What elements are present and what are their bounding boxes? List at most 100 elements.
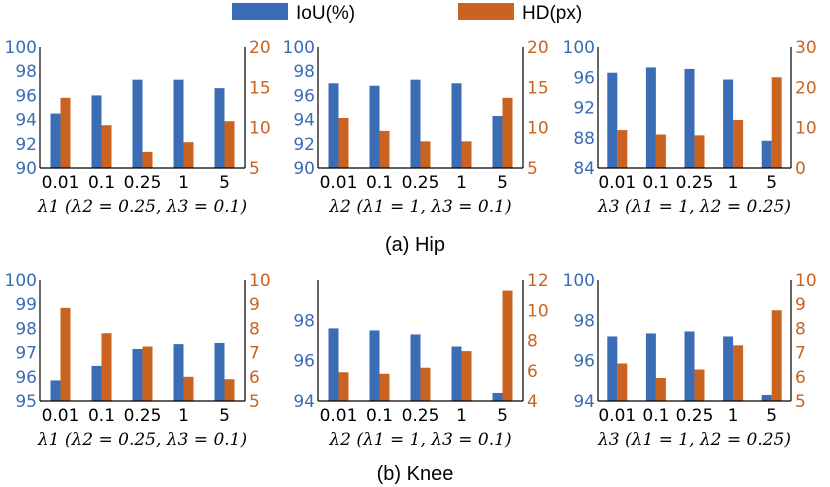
y-tick-label-right: 10 bbox=[795, 271, 817, 291]
x-tick-label: 5 bbox=[219, 406, 230, 426]
bar-iou bbox=[50, 113, 61, 168]
bar-hd bbox=[617, 363, 628, 401]
y-tick-label-right: 12 bbox=[527, 271, 549, 291]
x-tick-label: 0.1 bbox=[88, 406, 115, 426]
x-tick-label: 0.1 bbox=[88, 173, 115, 193]
bar-hd bbox=[224, 379, 235, 401]
y-tick-label-left: 96 bbox=[573, 352, 595, 372]
y-tick-label-right: 6 bbox=[527, 362, 538, 382]
y-tick-label-right: 7 bbox=[795, 344, 806, 364]
y-tick-label-left: 92 bbox=[15, 135, 37, 155]
bar-iou bbox=[410, 79, 421, 168]
x-tick-label: 0.01 bbox=[320, 173, 358, 193]
bar-hd bbox=[101, 125, 112, 168]
bar-hd bbox=[771, 310, 782, 401]
x-tick-label: 1 bbox=[178, 406, 189, 426]
bar-hd bbox=[733, 120, 744, 168]
bar-iou bbox=[607, 72, 618, 168]
y-tick-label-right: 4 bbox=[527, 392, 538, 412]
x-tick-label: 0.25 bbox=[402, 406, 440, 426]
x-tick-label: 0.25 bbox=[676, 173, 714, 193]
x-tick-label: 1 bbox=[728, 406, 739, 426]
bar-iou bbox=[173, 79, 184, 168]
x-tick-label: 0.25 bbox=[676, 406, 714, 426]
bar-hd bbox=[420, 367, 431, 401]
y-tick-label-left: 94 bbox=[15, 111, 37, 131]
y-tick-label-right: 5 bbox=[795, 392, 806, 412]
bar-iou bbox=[91, 365, 102, 401]
y-tick-label-left: 95 bbox=[15, 392, 37, 412]
y-tick-label-left: 98 bbox=[15, 319, 37, 339]
bar-hd bbox=[379, 373, 390, 401]
y-tick-label-right: 20 bbox=[527, 38, 549, 58]
x-tick-label: 5 bbox=[766, 406, 777, 426]
legend-swatch-iou bbox=[232, 3, 288, 20]
x-tick-label: 0.25 bbox=[124, 406, 162, 426]
y-tick-label-left: 96 bbox=[573, 68, 595, 88]
bar-iou bbox=[91, 95, 102, 168]
y-tick-label-left: 94 bbox=[293, 392, 315, 412]
y-tick-label-left: 100 bbox=[5, 38, 37, 58]
y-tick-label-right: 30 bbox=[795, 38, 817, 58]
bar-hd bbox=[655, 134, 666, 168]
bar-iou bbox=[132, 79, 143, 168]
x-tick-label: 1 bbox=[456, 173, 467, 193]
y-tick-label-right: 20 bbox=[795, 78, 817, 98]
bar-hd bbox=[502, 97, 513, 168]
x-tick-label: 0.01 bbox=[598, 173, 636, 193]
y-tick-label-right: 8 bbox=[527, 332, 538, 352]
bar-iou bbox=[173, 344, 184, 401]
chart-panel-3: 0.01 0.1 0.25 1 5 84 88 92 96 100 0 10 20 30 λ3 (λ1 = … bbox=[563, 38, 817, 217]
x-tick-label: 0.01 bbox=[320, 406, 358, 426]
y-tick-label-right: 7 bbox=[249, 344, 260, 364]
x-tick-label: 5 bbox=[497, 173, 508, 193]
y-tick-label-right: 10 bbox=[249, 119, 271, 139]
y-tick-label-right: 20 bbox=[249, 38, 271, 58]
bar-hd bbox=[379, 130, 390, 168]
x-tick-label: 0.1 bbox=[642, 406, 669, 426]
bar-iou bbox=[451, 346, 462, 401]
y-tick-label-right: 5 bbox=[249, 159, 260, 179]
bar-hd bbox=[655, 378, 666, 401]
x-tick-label: 5 bbox=[766, 173, 777, 193]
y-tick-label-right: 5 bbox=[249, 392, 260, 412]
legend: IoU(%) HD(px) bbox=[232, 3, 582, 24]
legend-label-hd: HD(px) bbox=[522, 3, 582, 24]
x-tick-label: 0.01 bbox=[42, 173, 80, 193]
bar-hd bbox=[60, 307, 71, 401]
y-tick-label-left: 99 bbox=[15, 295, 37, 315]
x-axis-label: λ2 (λ1 = 1, λ3 = 0.1) bbox=[328, 197, 511, 217]
y-tick-label-left: 84 bbox=[573, 159, 595, 179]
x-tick-label: 0.1 bbox=[642, 173, 669, 193]
bar-iou bbox=[214, 342, 225, 401]
bar-iou bbox=[451, 83, 462, 168]
y-tick-label-left: 90 bbox=[15, 159, 37, 179]
bar-hd bbox=[60, 97, 71, 168]
caption-knee: (b) Knee bbox=[377, 463, 454, 485]
y-tick-label-right: 10 bbox=[795, 119, 817, 139]
bar-hd bbox=[461, 141, 472, 168]
bar-hd bbox=[420, 141, 431, 168]
legend-label-iou: IoU(%) bbox=[296, 3, 355, 24]
bar-hd bbox=[502, 290, 513, 401]
y-tick-label-left: 100 bbox=[563, 38, 595, 58]
caption-hip: (a) Hip bbox=[385, 234, 445, 256]
x-axis-label: λ1 (λ2 = 0.25, λ3 = 0.1) bbox=[37, 430, 247, 450]
y-tick-label-right: 9 bbox=[795, 295, 806, 315]
bar-iou bbox=[645, 333, 656, 401]
x-tick-label: 0.01 bbox=[42, 406, 80, 426]
x-tick-label: 0.25 bbox=[402, 173, 440, 193]
y-tick-label-left: 98 bbox=[293, 62, 315, 82]
bar-iou bbox=[492, 115, 503, 168]
bar-hd bbox=[224, 121, 235, 168]
y-tick-label-left: 98 bbox=[573, 311, 595, 331]
bar-hd bbox=[142, 151, 153, 168]
bar-hd bbox=[733, 345, 744, 401]
x-tick-label: 1 bbox=[456, 406, 467, 426]
y-tick-label-right: 10 bbox=[527, 301, 549, 321]
bar-iou bbox=[723, 79, 734, 168]
y-tick-label-right: 15 bbox=[527, 78, 549, 98]
